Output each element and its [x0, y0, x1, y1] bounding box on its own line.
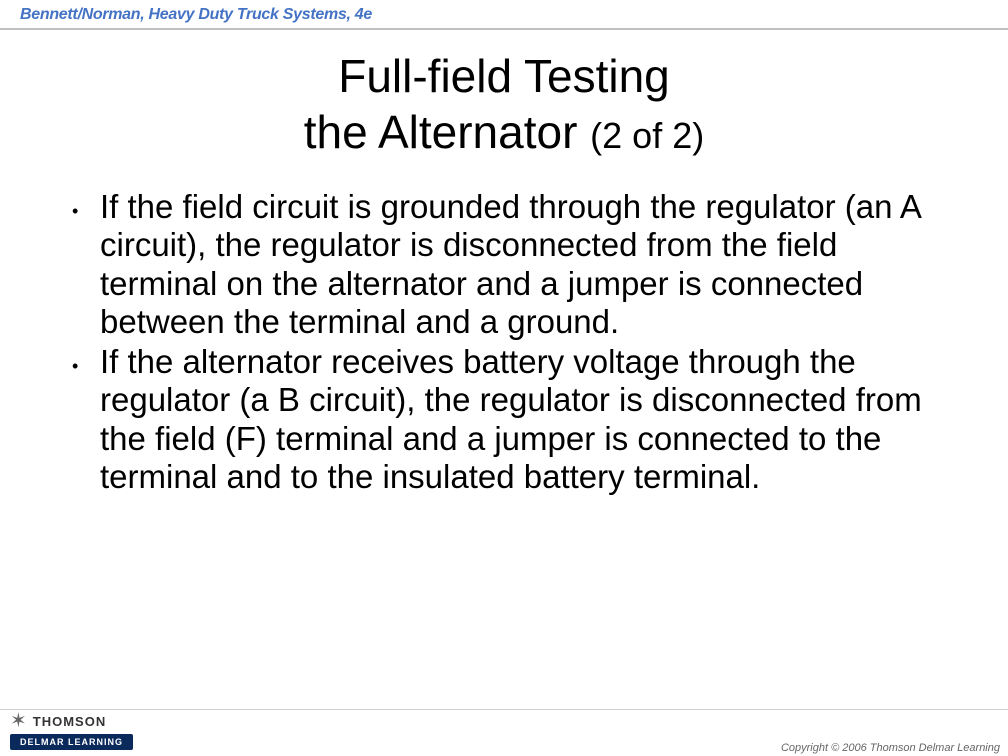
header-divider [0, 28, 1008, 30]
bullet-text: If the alternator receives battery volta… [100, 343, 942, 496]
content-area: • If the field circuit is grounded throu… [72, 188, 942, 498]
bullet-text: If the field circuit is grounded through… [100, 188, 942, 341]
title-page-part: (2 of 2) [590, 115, 704, 156]
thomson-text: THOMSON [33, 714, 106, 729]
star-icon: ✶ [10, 711, 27, 731]
delmar-label: DELMAR LEARNING [10, 734, 133, 750]
title-line2-main: the Alternator [304, 106, 590, 158]
bullet-item: • If the alternator receives battery vol… [72, 343, 942, 496]
bullet-item: • If the field circuit is grounded throu… [72, 188, 942, 341]
bullet-marker-icon: • [72, 188, 100, 222]
title-line1: Full-field Testing [338, 50, 670, 102]
publisher-logo: ✶ THOMSON DELMAR LEARNING [10, 711, 133, 750]
slide-title: Full-field Testing the Alternator (2 of … [0, 48, 1008, 160]
bullet-marker-icon: • [72, 343, 100, 377]
thomson-brand: ✶ THOMSON [10, 711, 106, 731]
footer-divider [0, 709, 1008, 710]
header-citation: Bennett/Norman, Heavy Duty Truck Systems… [20, 6, 372, 24]
copyright-text: Copyright © 2006 Thomson Delmar Learning [781, 742, 1000, 754]
